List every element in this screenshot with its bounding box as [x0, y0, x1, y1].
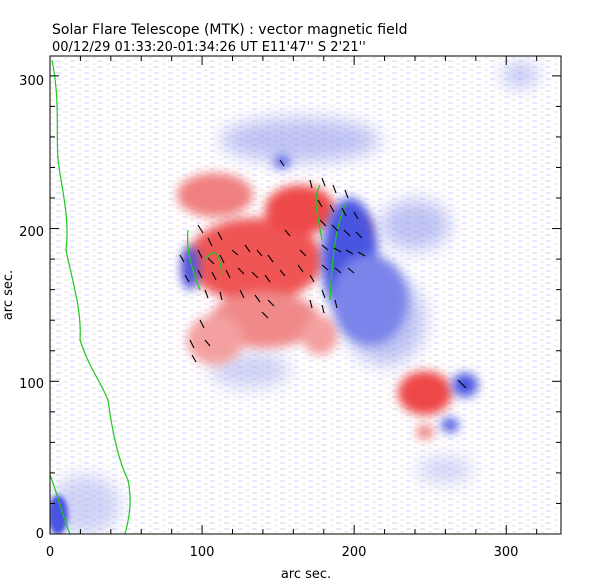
- plot-frame: [49, 55, 562, 535]
- y-axis-label: arc sec.: [1, 270, 16, 320]
- x-axis-label: arc sec.: [281, 567, 331, 582]
- y-tick-label-100: 100: [19, 377, 44, 392]
- neutral-line: [50, 59, 346, 534]
- transverse-vectors: [179, 159, 467, 389]
- magnetogram-image: [50, 56, 561, 534]
- x-tick-label-100: 100: [190, 545, 215, 560]
- y-tick-label-0: 0: [36, 527, 44, 542]
- axis-ticks: [49, 56, 561, 535]
- x-tick-labels: 0 100 200 300: [46, 545, 519, 560]
- y-tick-labels: 0 100 200 300: [19, 74, 44, 542]
- y-tick-label-200: 200: [19, 225, 44, 240]
- x-tick-label-300: 300: [494, 545, 519, 560]
- x-tick-label-200: 200: [342, 545, 367, 560]
- x-tick-label-0: 0: [46, 545, 54, 560]
- figure-title: Solar Flare Telescope (MTK) : vector mag…: [52, 22, 408, 38]
- y-tick-label-300: 300: [19, 74, 44, 89]
- figure-subtitle: 00/12/29 01:33:20-01:34:26 UT E11'47'' S…: [52, 40, 366, 55]
